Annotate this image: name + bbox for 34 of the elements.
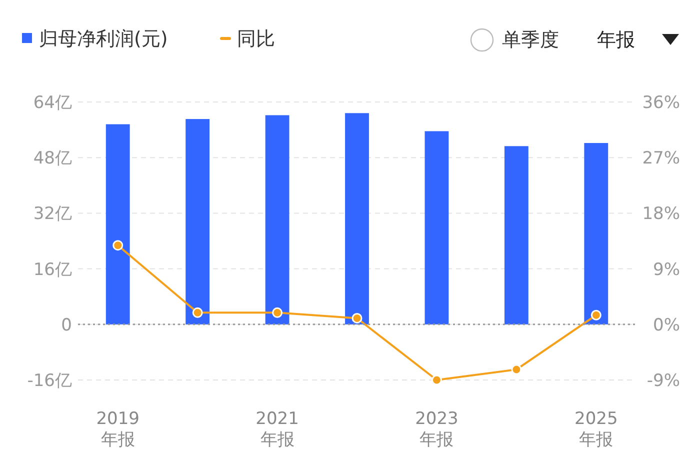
point (431, 374, 442, 386)
x-tick-label: 2019 年报 (96, 409, 140, 450)
y2-tick-label: -9% (646, 370, 680, 391)
y2-tick-label: 18% (642, 204, 680, 224)
point (272, 307, 283, 318)
x-tick-label: 2021 年报 (256, 409, 299, 450)
bar (186, 119, 210, 324)
bar (584, 143, 608, 324)
y2-tick-label: 27% (642, 148, 680, 169)
legend-label: 归母净利润(元) (39, 28, 168, 50)
x-tick-label: 2023 年报 (415, 409, 458, 450)
y2-tick-label: 9% (653, 260, 680, 280)
y-tick-label: 0 (61, 315, 72, 336)
bar (345, 113, 369, 324)
x-tick-label: 2025 年报 (574, 409, 618, 450)
y-tick-label: 16亿 (33, 260, 72, 280)
point (192, 307, 203, 318)
bar (504, 146, 528, 324)
text: 单季度 (502, 29, 559, 51)
y2-tick-label: 0% (653, 315, 680, 336)
point (352, 312, 362, 324)
bar (106, 124, 130, 324)
y-tick-label: 48亿 (33, 148, 72, 169)
y-tick-label: 32亿 (33, 204, 72, 224)
legend-label: 同比 (237, 28, 275, 50)
point (511, 364, 522, 375)
point (590, 310, 602, 320)
point (112, 240, 124, 251)
y-tick-label: 64亿 (33, 92, 72, 113)
text: 年报 (597, 29, 635, 51)
y-tick-label: -16亿 (27, 370, 72, 391)
bar (424, 131, 449, 324)
bar (265, 115, 290, 324)
y2-tick-label: 36% (642, 92, 680, 113)
